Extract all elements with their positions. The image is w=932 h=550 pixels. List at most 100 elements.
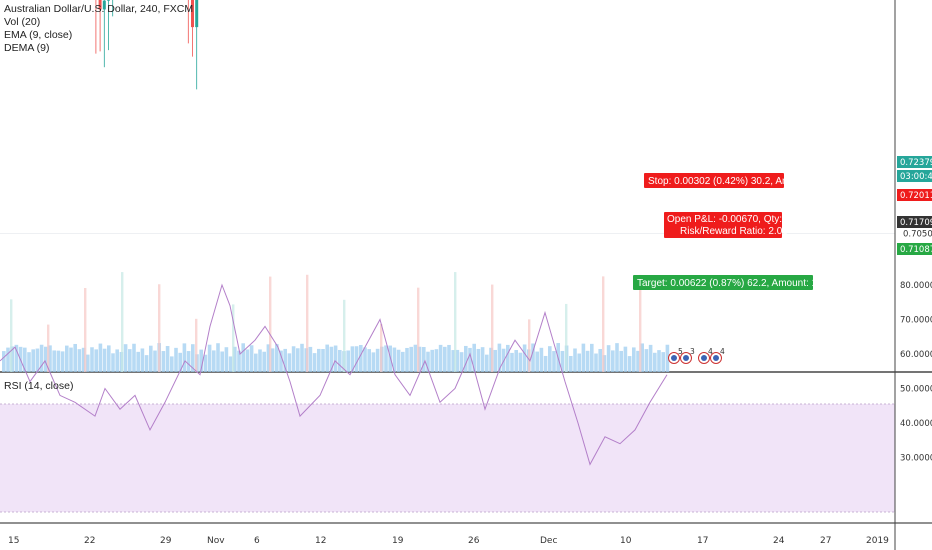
instrument-title: Australian Dollar/U.S. Dollar, 240, FXCM [4,3,194,15]
volume-bar [413,344,418,372]
volume-bar [60,351,65,372]
volume-bar [23,347,27,372]
volume-bar [186,351,191,372]
event-flag-inner [683,355,689,361]
volume-bar [548,346,552,372]
volume-bar [52,350,56,372]
volume-bar [606,345,611,372]
volume-bar [266,344,271,372]
volume-bar [522,344,527,372]
volume-bar [443,346,447,372]
legend: Australian Dollar/U.S. Dollar, 240, FXCM… [4,3,193,55]
date-tick-label: 2019 [866,536,889,546]
volume-bar [212,350,216,372]
date-tick-label: 27 [820,536,831,546]
pnl-label-box [664,212,782,238]
volume-bar [136,351,140,372]
volume-bar [640,343,644,372]
volume-bar [317,348,321,372]
volume-bar [283,348,287,372]
volume-bar [338,349,342,372]
volume-bar [560,350,565,372]
date-tick-label: Nov [207,536,225,546]
volume-spike [639,274,642,372]
dema-indicator-label[interactable]: DEMA (9) [4,42,50,54]
pnl-label-text: Open P&L: -0.00670, Qty: 8278 [667,214,808,225]
volume-bar [346,350,350,372]
volume-bar [543,355,548,372]
price-tag-box [897,156,932,168]
event-count: 3 [690,347,695,356]
price-tick-label: 0.70500 [903,230,932,240]
rsi-tick-label: 60.0000 [900,350,932,360]
volume-bar [405,347,409,372]
volume-bar [426,351,430,372]
volume-bar [644,349,649,372]
rsi-indicator-label[interactable]: RSI (14, close) [4,380,74,392]
volume-bar [258,349,262,372]
volume-bar [300,343,304,372]
volume-bar [535,351,539,372]
volume-bar [657,350,661,372]
volume-bar [598,348,602,372]
volume-bar [170,356,174,372]
volume-bar [107,345,111,372]
volume-bar [539,347,544,372]
volume-bar [178,352,182,372]
target-label-box [633,275,813,290]
volume-bar [619,350,623,372]
volume-bar [245,349,250,372]
volume-spike [491,284,494,372]
rsi-tick-label: 50.0000 [900,385,932,395]
volume-bar [354,346,359,372]
candle-body [195,0,199,28]
volume-indicator-label[interactable]: Vol (20) [4,16,41,28]
stop-label-text: Stop: 0.00302 (0.42%) 30.2, Amount: 75 [648,176,827,187]
volume-bar [216,343,220,372]
volume-bar [455,349,460,372]
rsi-band [0,404,895,512]
volume-spike [565,303,568,372]
volume-bar [350,346,355,372]
price-tag-label: 0.71709 [900,218,932,228]
volume-bar [510,352,514,372]
date-tick-label: 29 [160,536,172,546]
volume-bar [6,347,10,372]
volume-bar [464,345,468,372]
volume-bar [191,344,195,372]
volume-bar [493,349,497,372]
volume-bar [590,343,594,372]
volume-bar [468,347,472,372]
volume-bar [237,350,241,372]
volume-bar [417,346,422,372]
candle-body [102,0,106,10]
date-tick-label: 10 [620,536,632,546]
volume-bar [375,348,380,372]
volume-bar [581,343,586,372]
rsi-legend: RSI (14, close) [4,380,73,393]
date-tick-label: 24 [773,536,785,546]
volume-spike [528,319,531,372]
price-tag-box [897,189,932,201]
volume-bar [447,344,451,372]
volume-bar [577,353,581,372]
date-tick-label: 15 [8,536,19,546]
event-count: 5 [678,347,683,356]
volume-bar [90,347,94,372]
volume-bar [518,352,523,372]
volume-bar [161,351,166,372]
volume-spike [306,274,309,372]
volume-bar [459,352,464,372]
volume-bar [321,349,325,372]
ema-indicator-label[interactable]: EMA (9, close) [4,29,73,41]
volume-bar [611,350,615,372]
volume-bar [632,347,636,372]
volume-bar [392,347,397,372]
volume-bar [77,349,82,372]
volume-bar [653,352,657,372]
price-tag-box [897,243,932,255]
volume-spike [269,276,272,372]
volume-bar [270,348,275,372]
volume-bar [73,343,77,372]
